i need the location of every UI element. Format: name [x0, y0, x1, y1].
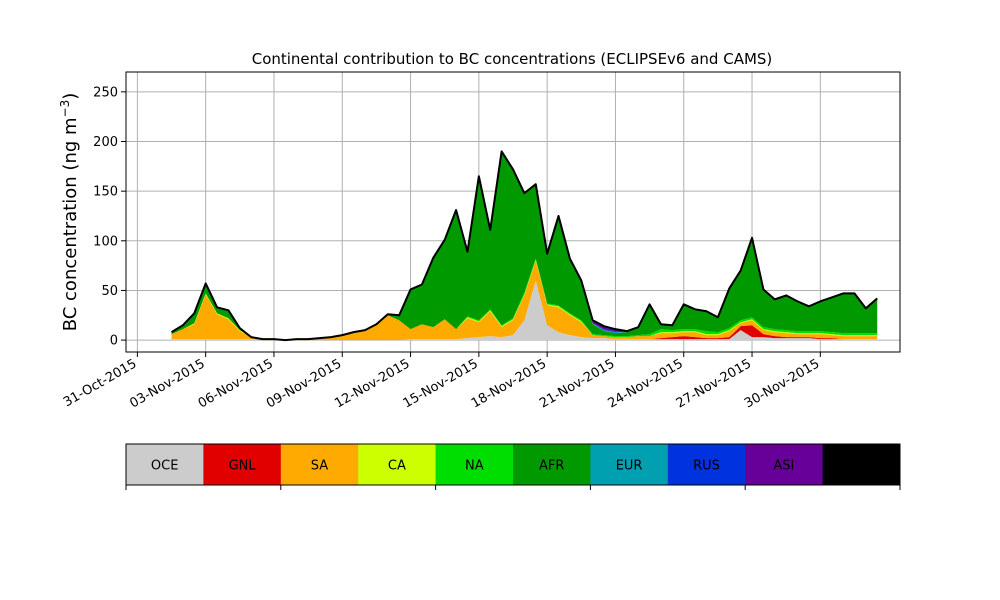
x-tick-label: 31-Oct-2015	[61, 356, 139, 410]
colorbar-swatch-sa	[280, 444, 359, 485]
colorbar-label-ca: CA	[388, 459, 406, 474]
x-tick-label: 15-Nov-2015	[401, 356, 481, 411]
x-tick-label: 12-Nov-2015	[332, 356, 412, 411]
grid	[126, 72, 900, 352]
y-tick-label: 50	[101, 284, 118, 299]
colorbar-swatch-aus	[822, 444, 901, 485]
y-tick-label: 150	[93, 185, 118, 200]
x-tick-label: 27-Nov-2015	[674, 356, 754, 411]
colorbar-swatch-gnl	[203, 444, 282, 485]
colorbar-swatch-na	[435, 444, 514, 485]
area-sa	[171, 260, 878, 341]
colorbar-label-afr: AFR	[539, 459, 564, 474]
x-tick-label: 30-Nov-2015	[742, 356, 822, 411]
area-na	[171, 258, 878, 341]
colorbar-label-rus: RUS	[693, 459, 720, 474]
y-axis: 0 50 100 150 200 250	[93, 85, 126, 349]
area-oce	[171, 280, 878, 341]
area-afr	[171, 151, 878, 341]
colorbar-label-gnl: GNL	[229, 459, 257, 474]
x-tick-label: 24-Nov-2015	[605, 356, 685, 411]
x-tick-label: 21-Nov-2015	[537, 356, 617, 411]
colorbar-swatch-eur	[590, 444, 669, 485]
colorbar-swatch-oce	[126, 444, 204, 485]
colorbar-legend: OCE GNL SA CA NA AFR EUR RUS ASI AUS	[125, 443, 901, 490]
y-tick-label: 0	[110, 334, 118, 349]
colorbar-swatch-asi	[745, 444, 824, 485]
stacked-areas	[171, 151, 878, 341]
y-axis-label: BC concentration (ng m−3)	[58, 93, 81, 332]
colorbar-label-oce: OCE	[151, 459, 179, 474]
area-ca	[171, 259, 878, 341]
colorbar-label-aus: AUS	[848, 459, 875, 474]
plot-frame	[125, 71, 901, 353]
x-tick-label: 06-Nov-2015	[196, 356, 276, 411]
colorbar-swatch-rus	[667, 444, 746, 485]
total-line	[171, 150, 878, 342]
x-tick-label: 18-Nov-2015	[469, 356, 549, 411]
total-line-path	[171, 150, 878, 342]
colorbar-swatch-ca	[358, 444, 437, 485]
x-tick-label: 03-Nov-2015	[127, 356, 207, 411]
x-tick-label: 09-Nov-2015	[264, 356, 344, 411]
colorbar-swatch-afr	[513, 444, 591, 485]
chart-title: Continental contribution to BC concentra…	[252, 50, 773, 68]
y-tick-label: 100	[93, 234, 118, 249]
y-tick-label: 200	[93, 135, 118, 150]
colorbar-label-sa: SA	[311, 459, 328, 474]
colorbar-label-na: NA	[465, 459, 484, 474]
colorbar-label-asi: ASI	[773, 459, 794, 474]
y-tick-label: 250	[93, 85, 118, 100]
colorbar-frame	[125, 443, 901, 486]
x-axis: 31-Oct-201503-Nov-201506-Nov-201509-Nov-…	[61, 352, 822, 411]
colorbar-label-eur: EUR	[616, 459, 643, 474]
